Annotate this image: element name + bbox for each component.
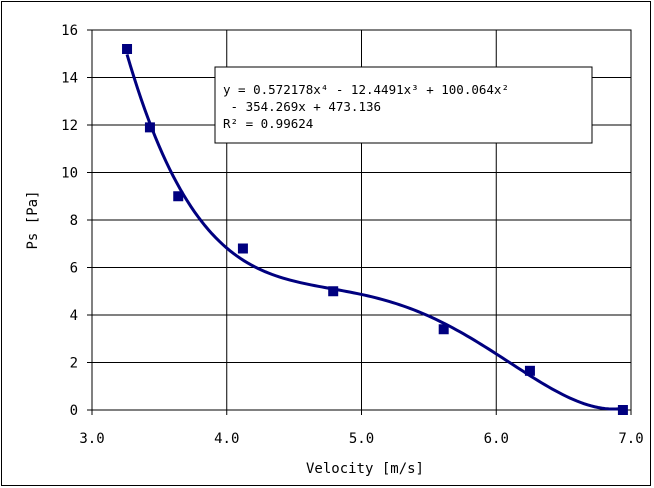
equation-annotation: y = 0.572178x⁴ - 12.4491x³ + 100.064x² -…	[214, 66, 593, 144]
y-tick-label: 2	[70, 356, 78, 372]
x-tick-label: 4.0	[214, 431, 239, 447]
y-tick-label: 16	[61, 23, 78, 39]
x-tick-label: 7.0	[618, 431, 643, 447]
x-tick-label: 3.0	[79, 431, 104, 447]
equation-line-1: y = 0.572178x⁴ - 12.4491x³ + 100.064x²	[223, 82, 509, 97]
x-tick-label: 6.0	[484, 431, 509, 447]
data-point-marker	[524, 365, 535, 376]
y-tick-label: 10	[61, 166, 78, 182]
y-tick-label: 4	[70, 308, 78, 324]
x-axis-title: Velocity [m/s]	[306, 461, 424, 477]
data-point-marker	[438, 324, 449, 335]
y-axis-title: Ps [Pa]	[25, 190, 41, 249]
y-tick-label: 0	[70, 403, 78, 419]
x-tick-label: 5.0	[349, 431, 374, 447]
trendline-curve	[125, 53, 624, 411]
data-point-marker	[144, 122, 155, 133]
equation-box	[214, 66, 593, 144]
data-point-marker	[237, 243, 248, 254]
y-tick-label: 6	[70, 261, 78, 277]
equation-line-2: - 354.269x + 473.136	[223, 99, 381, 114]
r-squared-label: R² = 0.99624	[223, 116, 313, 131]
y-tick-label: 8	[70, 213, 78, 229]
data-markers	[122, 44, 628, 415]
plot-area	[91, 29, 632, 411]
tick-labels: 0 2 4 6 8 10 12 14 16 3.0 4.0 5.0 6.0 7.0	[61, 23, 644, 447]
y-tick-label: 12	[61, 118, 78, 134]
data-point-marker	[173, 191, 184, 202]
data-point-marker	[328, 286, 339, 297]
data-point-marker	[617, 405, 628, 415]
y-tick-label: 14	[61, 71, 78, 87]
data-point-marker	[122, 44, 133, 54]
